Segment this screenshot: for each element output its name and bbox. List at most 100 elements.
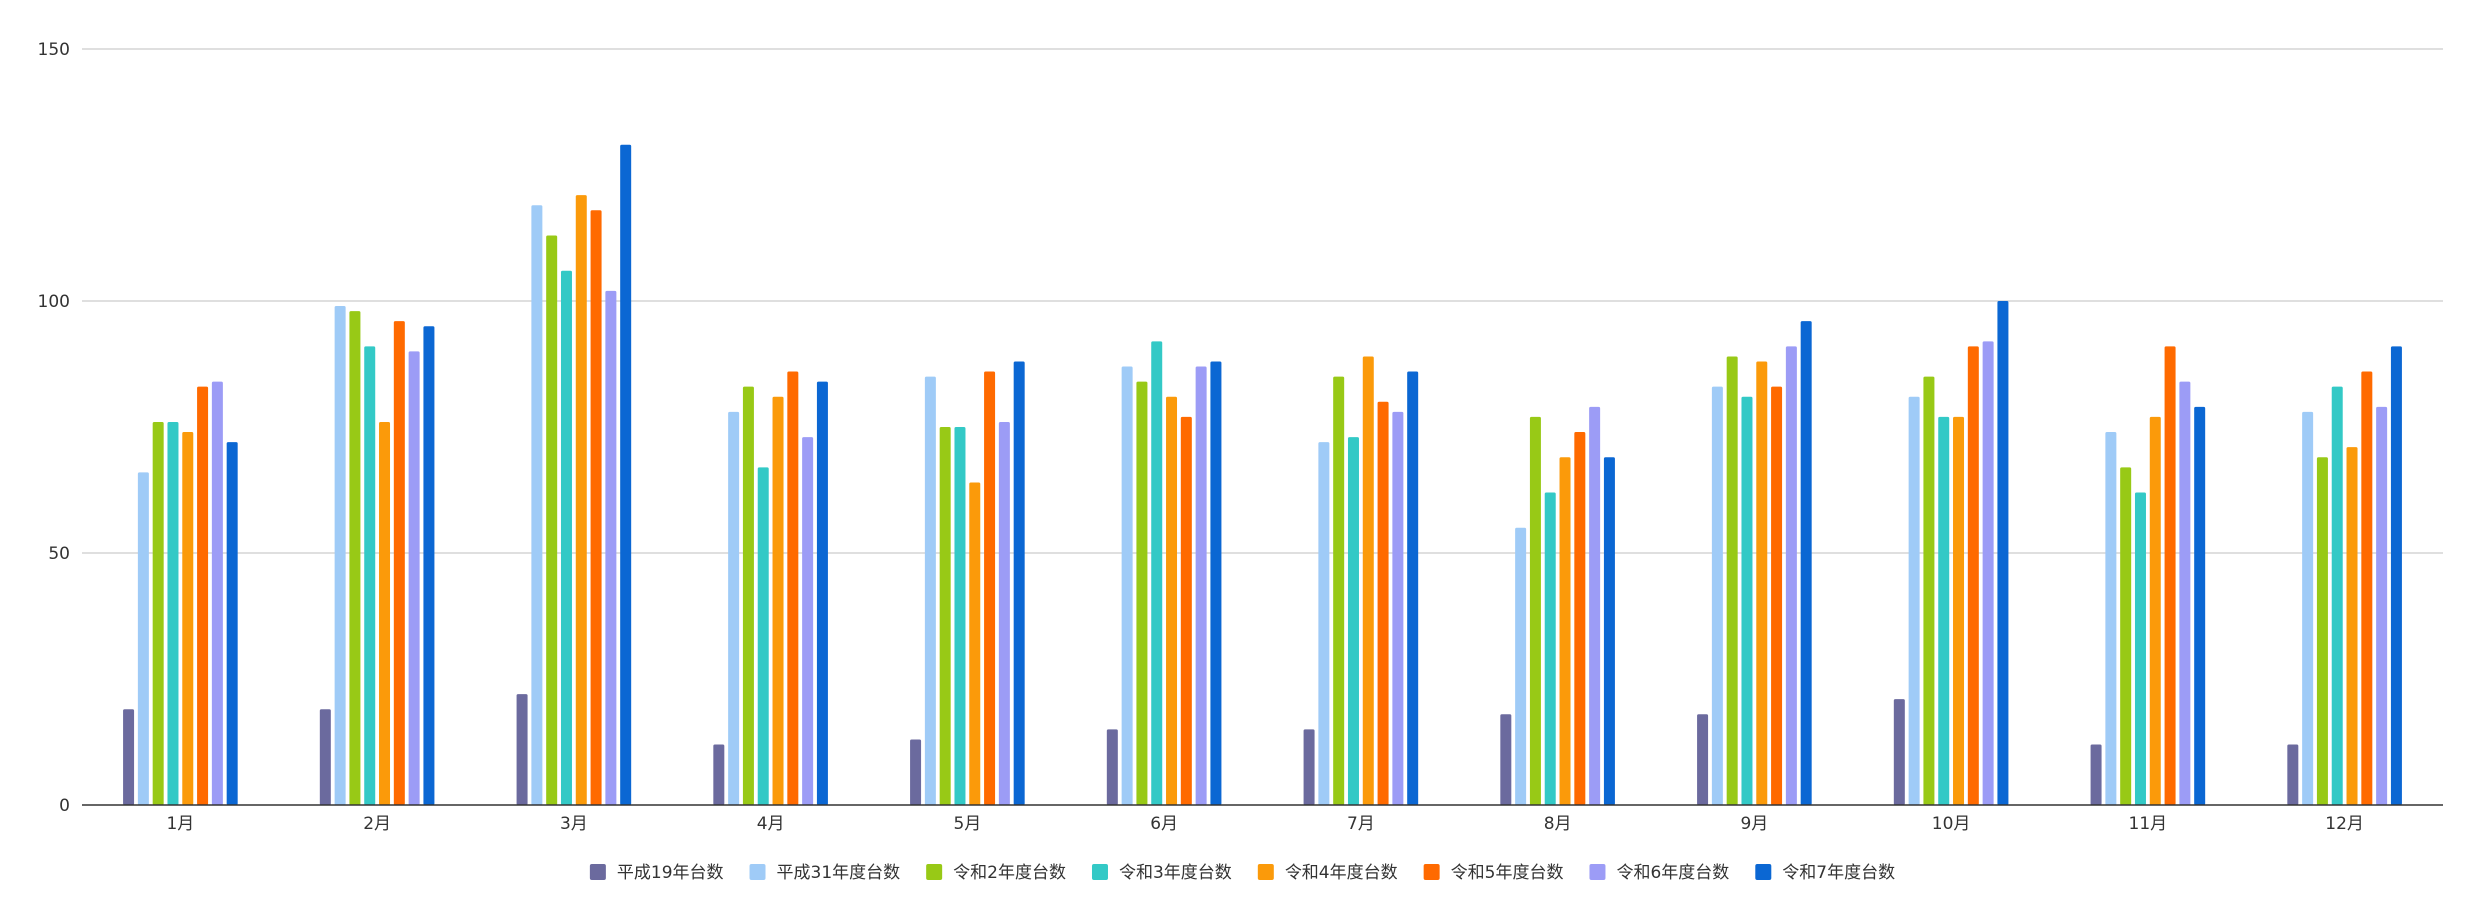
bar-3-10: 令和2年度台数 10月: 85: [1923, 376, 1935, 805]
y-tick-label: 0: [59, 796, 70, 816]
bar-8-4: 令和7年度台数 4月: 84: [816, 381, 828, 805]
bar-8-6: 令和7年度台数 6月: 88: [1210, 361, 1222, 805]
bar-2-3: 平成31年度台数 3月: 119: [531, 205, 543, 806]
bar-4-6: 令和3年度台数 6月: 92: [1151, 341, 1163, 805]
bar-8-1: 令和7年度台数 1月: 72: [226, 442, 238, 805]
x-tick-label: 12月: [2325, 814, 2364, 834]
bar-4-10: 令和3年度台数 10月: 77: [1938, 416, 1950, 805]
bar-3-2: 令和2年度台数 2月: 98: [349, 311, 361, 805]
bar-1-7: 平成19年台数 7月: 15: [1303, 729, 1315, 805]
bar-8-11: 令和7年度台数 11月: 79: [2194, 406, 2206, 805]
x-tick-label: 7月: [1347, 814, 1375, 834]
bar-6-9: 令和5年度台数 9月: 83: [1771, 386, 1783, 805]
bar-2-8: 平成31年度台数 8月: 55: [1515, 527, 1527, 805]
bar-1-3: 平成19年台数 3月: 22: [516, 694, 528, 805]
bar-7-7: 令和6年度台数 7月: 78: [1392, 411, 1404, 805]
bar-5-3: 令和4年度台数 3月: 121: [575, 195, 587, 805]
bar-6-6: 令和5年度台数 6月: 77: [1180, 416, 1192, 805]
bar-5-8: 令和4年度台数 8月: 69: [1559, 457, 1571, 805]
legend-swatch: [749, 864, 766, 880]
bar-7-1: 令和6年度台数 1月: 84: [211, 381, 223, 805]
bar-1-11: 平成19年台数 11月: 12: [2090, 744, 2102, 805]
bar-6-5: 令和5年度台数 5月: 86: [984, 371, 996, 805]
bar-7-8: 令和6年度台数 8月: 79: [1589, 406, 1601, 805]
bar-4-7: 令和3年度台数 7月: 73: [1347, 437, 1359, 805]
bar-2-2: 平成31年度台数 2月: 99: [334, 306, 346, 805]
bar-1-12: 平成19年台数 12月: 12: [2287, 744, 2299, 805]
bar-1-6: 平成19年台数 6月: 15: [1106, 729, 1118, 805]
bar-7-11: 令和6年度台数 11月: 84: [2179, 381, 2191, 805]
bar-3-6: 令和2年度台数 6月: 84: [1136, 381, 1148, 805]
bar-2-9: 平成31年度台数 9月: 83: [1711, 386, 1723, 805]
legend-item: 平成19年台数: [589, 863, 724, 883]
x-tick-label: 5月: [953, 814, 981, 834]
bar-2-1: 平成31年度台数 1月: 66: [137, 472, 149, 805]
bar-7-3: 令和6年度台数 3月: 102: [605, 290, 617, 805]
bar-7-4: 令和6年度台数 4月: 73: [802, 437, 814, 805]
legend-swatch: [926, 864, 943, 880]
legend-item: 令和3年度台数: [1091, 863, 1232, 883]
bar-5-12: 令和4年度台数 12月: 71: [2346, 447, 2358, 805]
bars: 平成19年台数 1月: 19平成31年度台数 1月: 66令和2年度台数 1月:…: [123, 144, 2402, 806]
bar-5-7: 令和4年度台数 7月: 89: [1362, 356, 1374, 805]
bar-3-12: 令和2年度台数 12月: 69: [2316, 457, 2328, 805]
y-tick-label: 150: [38, 40, 70, 60]
bar-5-9: 令和4年度台数 9月: 88: [1756, 361, 1768, 805]
legend-label: 令和5年度台数: [1451, 863, 1564, 883]
bar-4-12: 令和3年度台数 12月: 83: [2331, 386, 2343, 805]
legend-label: 令和3年度台数: [1119, 863, 1232, 883]
bar-8-7: 令和7年度台数 7月: 86: [1407, 371, 1419, 805]
bar-1-10: 平成19年台数 10月: 21: [1893, 699, 1905, 805]
bar-7-9: 令和6年度台数 9月: 91: [1785, 346, 1797, 805]
bar-1-5: 平成19年台数 5月: 13: [910, 739, 922, 805]
x-tick-label: 11月: [2129, 814, 2168, 834]
bar-6-7: 令和5年度台数 7月: 80: [1377, 401, 1389, 805]
bar-2-5: 平成31年度台数 5月: 85: [924, 376, 936, 805]
bar-2-4: 平成31年度台数 4月: 78: [728, 411, 740, 805]
bar-6-11: 令和5年度台数 11月: 91: [2164, 346, 2176, 805]
gridlines: [82, 48, 2443, 554]
bar-8-5: 令和7年度台数 5月: 88: [1013, 361, 1025, 805]
legend-label: 令和2年度台数: [953, 863, 1066, 883]
bar-7-5: 令和6年度台数 5月: 76: [998, 421, 1010, 805]
bar-2-6: 平成31年度台数 6月: 87: [1121, 366, 1133, 805]
bar-8-3: 令和7年度台数 3月: 131: [620, 144, 632, 805]
legend-swatch: [1423, 864, 1440, 880]
bar-6-1: 令和5年度台数 1月: 83: [197, 386, 209, 805]
legend-label: 令和4年度台数: [1285, 863, 1398, 883]
y-tick-label: 100: [38, 292, 70, 312]
x-tick-label: 6月: [1150, 814, 1178, 834]
bar-5-4: 令和4年度台数 4月: 81: [772, 396, 784, 805]
bar-2-12: 平成31年度台数 12月: 78: [2302, 411, 2314, 805]
bar-2-10: 平成31年度台数 10月: 81: [1908, 396, 1920, 805]
x-tick-label: 9月: [1740, 814, 1768, 834]
bar-4-5: 令和3年度台数 5月: 75: [954, 427, 966, 805]
bar-1-1: 平成19年台数 1月: 19: [123, 709, 135, 805]
bar-3-5: 令和2年度台数 5月: 75: [939, 427, 951, 805]
bar-7-6: 令和6年度台数 6月: 87: [1195, 366, 1207, 805]
x-tick-label: 1月: [166, 814, 194, 834]
y-tick-label: 50: [48, 544, 70, 564]
bar-3-3: 令和2年度台数 3月: 113: [546, 235, 558, 806]
bar-6-8: 令和5年度台数 8月: 74: [1574, 432, 1586, 805]
legend: 平成19年台数 平成31年度台数 令和2年度台数 令和3年度台数 令和4年度台数 令和5年…: [589, 863, 1895, 883]
legend-label: 平成19年台数: [617, 863, 724, 883]
bar-3-11: 令和2年度台数 11月: 67: [2120, 467, 2132, 805]
legend-item: 令和5年度台数: [1423, 863, 1564, 883]
y-axis-ticks: 0 50 100 150: [38, 40, 70, 816]
x-tick-label: 8月: [1544, 814, 1572, 834]
x-tick-label: 3月: [560, 814, 588, 834]
bar-8-9: 令和7年度台数 9月: 96: [1800, 321, 1812, 805]
legend-item: 平成31年度台数: [749, 863, 900, 883]
x-tick-label: 10月: [1932, 814, 1971, 834]
bar-3-8: 令和2年度台数 8月: 77: [1529, 416, 1541, 805]
bar-5-5: 令和4年度台数 5月: 64: [969, 482, 981, 805]
legend-item: 令和7年度台数: [1755, 863, 1895, 883]
legend-item: 令和6年度台数: [1589, 863, 1729, 883]
bar-4-8: 令和3年度台数 8月: 62: [1544, 492, 1556, 805]
bar-5-6: 令和4年度台数 6月: 81: [1166, 396, 1178, 805]
bar-8-12: 令和7年度台数 12月: 91: [2390, 346, 2402, 805]
bar-3-9: 令和2年度台数 9月: 89: [1726, 356, 1738, 805]
